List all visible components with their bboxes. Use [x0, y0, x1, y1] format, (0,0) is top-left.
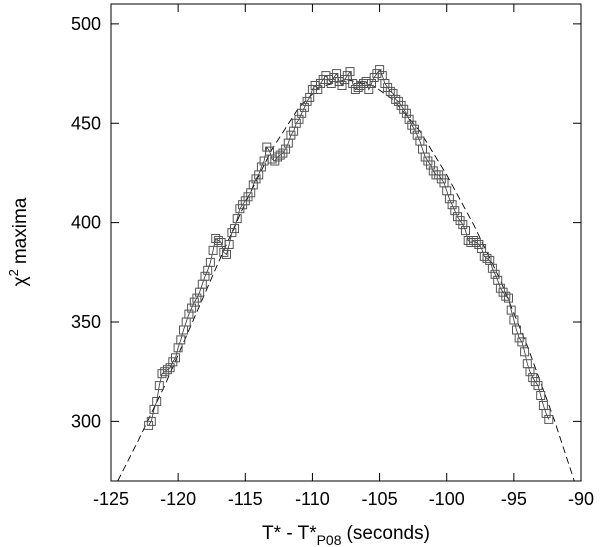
x-axis-title: T* - T*P08 (seconds)	[262, 523, 430, 547]
data-point	[525, 367, 535, 377]
data-point	[222, 249, 231, 259]
data-point	[461, 226, 470, 236]
data-point	[345, 67, 355, 77]
fit-curve-layer	[117, 79, 575, 482]
plot-frame	[110, 3, 582, 482]
data-point	[410, 124, 419, 134]
data-point	[162, 365, 172, 375]
data-point	[533, 381, 543, 391]
x-tick-label: -100	[429, 489, 465, 509]
data-point	[146, 416, 156, 426]
data-point	[230, 224, 239, 234]
data-point	[281, 144, 291, 154]
x-axis-title-unit: (seconds)	[347, 523, 430, 544]
data-point	[176, 335, 186, 345]
data-point	[458, 220, 468, 230]
data-point	[367, 79, 376, 88]
data-point	[490, 269, 500, 279]
data-point	[200, 271, 210, 281]
fit-curve	[117, 79, 575, 482]
y-axis-title: χ2 maxima	[6, 197, 31, 286]
y-axis-title-symbol: χ	[10, 276, 31, 286]
y-tick-label: 350	[71, 312, 101, 332]
data-point	[208, 245, 218, 255]
y-tick-label: 500	[71, 14, 101, 34]
y-axis-title-rest: maxima	[10, 197, 31, 264]
x-axis-title-subscript: P08	[317, 532, 342, 547]
data-point	[388, 88, 398, 98]
data-point	[205, 257, 215, 267]
data-point	[364, 85, 374, 94]
data-point	[517, 337, 527, 347]
data-point	[165, 363, 175, 373]
data-point	[256, 162, 266, 172]
data-point	[248, 180, 258, 190]
data-point	[412, 130, 422, 140]
data-point	[447, 200, 457, 210]
data-point	[187, 303, 197, 313]
y-axis-title-superscript: 2	[6, 269, 21, 276]
data-point	[504, 293, 513, 303]
x-tick-label: -125	[93, 489, 129, 509]
x-tick-label: -110	[295, 489, 330, 509]
data-point	[184, 309, 194, 319]
data-point	[544, 414, 554, 424]
x-tick-label: -90	[568, 489, 594, 509]
data-point	[337, 81, 347, 90]
x-axis-title-main: T* - T*	[262, 523, 317, 544]
data-layer	[144, 65, 554, 430]
data-point	[232, 214, 242, 224]
data-point	[520, 347, 530, 357]
data-line	[148, 68, 550, 426]
x-tick-label: -115	[228, 489, 263, 509]
data-point	[385, 86, 395, 96]
data-point	[509, 315, 519, 325]
data-point	[501, 291, 511, 301]
data-point	[536, 391, 546, 400]
y-tick-label: 450	[71, 113, 101, 133]
data-point	[192, 293, 202, 303]
y-tick-label: 400	[71, 213, 101, 233]
data-point	[219, 247, 229, 257]
x-tick-label: -105	[362, 489, 398, 509]
data-point	[471, 238, 481, 247]
x-tick-label: -95	[501, 489, 527, 509]
data-point	[404, 114, 414, 124]
data-point	[297, 108, 307, 118]
data-point	[506, 305, 516, 315]
x-tick-label: -120	[160, 489, 196, 509]
y-tick-label: 300	[71, 411, 101, 431]
data-point	[152, 397, 162, 406]
data-point	[482, 253, 492, 263]
data-point	[450, 206, 460, 216]
data-point	[313, 85, 323, 94]
data-point	[375, 65, 385, 75]
tick-labels: -125 -120 -115 -110 -105 -100 -95 -90 300 350 400 4…	[71, 14, 594, 509]
ticks	[110, 4, 582, 481]
data-point	[224, 240, 234, 249]
data-point	[213, 236, 223, 245]
data-point	[294, 114, 304, 124]
data-point	[275, 150, 285, 160]
data-point	[299, 102, 309, 112]
data-point	[401, 108, 411, 118]
data-point	[541, 408, 551, 418]
data-point	[487, 263, 497, 273]
data-point	[391, 94, 401, 104]
data-point	[154, 381, 164, 391]
data-point	[171, 353, 180, 363]
data-point	[426, 160, 436, 170]
data-point	[444, 194, 454, 204]
